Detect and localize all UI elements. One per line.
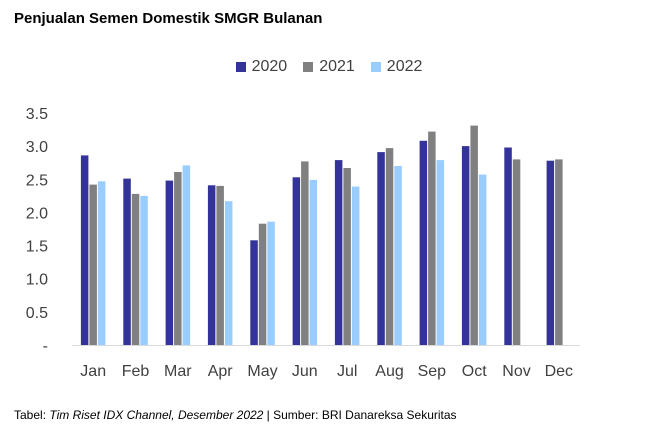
bar-2020-nov xyxy=(504,147,512,345)
bar-2021-sep xyxy=(428,131,436,345)
chart-title: Penjualan Semen Domestik SMGR Bulanan xyxy=(14,10,323,27)
bar-2021-may xyxy=(258,223,267,345)
x-tick-label-oct: Oct xyxy=(462,363,487,380)
bar-2020-apr xyxy=(207,185,216,345)
footer-prefix: Tabel: xyxy=(14,408,50,422)
y-tick-label: 2.5 xyxy=(26,172,48,189)
y-tick-label: 3.5 xyxy=(26,106,48,123)
x-tick-label-may: May xyxy=(247,363,277,380)
bar-2022-feb xyxy=(140,195,148,345)
x-tick-label-mar: Mar xyxy=(164,363,192,380)
y-tick-label: 1.0 xyxy=(26,272,48,289)
bar-2020-aug xyxy=(377,152,385,345)
x-tick-label-sep: Sep xyxy=(418,363,447,380)
x-tick-label-apr: Apr xyxy=(208,363,234,380)
x-tick-label-nov: Nov xyxy=(502,363,530,380)
bar-2021-jul xyxy=(343,168,351,345)
bar-2021-feb xyxy=(131,193,140,345)
bar-2022-jun xyxy=(309,179,318,345)
bar-2020-mar xyxy=(165,180,174,345)
x-tick-label-jun: Jun xyxy=(292,363,318,380)
legend-item-2021: 2021 xyxy=(303,58,355,76)
bar-2021-apr xyxy=(216,185,224,345)
y-tick-label: 1.5 xyxy=(26,239,48,256)
bar-2021-nov xyxy=(512,159,521,345)
legend-item-2020: 2020 xyxy=(235,58,288,76)
bar-chart: - 0.5 1.0 1.5 2.0 2.5 3.0 3.5 Jan Feb Mar Apr May Jun… xyxy=(26,106,580,380)
bar-2022-may xyxy=(267,221,275,345)
bar-2020-jan xyxy=(80,155,89,345)
bar-2020-oct xyxy=(461,146,470,345)
bar-2020-dec xyxy=(546,160,555,345)
x-tick-label-aug: Aug xyxy=(375,363,403,380)
legend-item-2022: 2022 xyxy=(370,58,423,76)
bar-2021-dec xyxy=(555,159,563,345)
bar-2020-sep xyxy=(419,140,428,345)
x-tick-label-jan: Jan xyxy=(80,363,106,380)
bar-2022-jan xyxy=(97,181,106,345)
legend-swatch-2020 xyxy=(235,62,246,72)
bar-2022-apr xyxy=(224,201,233,345)
legend: 2020 2021 2022 xyxy=(0,58,658,76)
footer-suffix: | Sumber: BRI Danareksa Sekuritas xyxy=(263,408,457,422)
bar-2022-jul xyxy=(351,186,360,345)
bar-2021-aug xyxy=(385,148,394,345)
bar-2020-may xyxy=(250,240,258,345)
y-tick-label: 2.0 xyxy=(26,205,48,222)
x-tick-label-dec: Dec xyxy=(545,363,573,380)
bar-2020-feb xyxy=(123,178,131,345)
chart-footer: Tabel: Tim Riset IDX Channel, Desember 2… xyxy=(14,408,457,422)
bar-2022-oct xyxy=(478,174,487,345)
bar-2021-jan xyxy=(89,184,97,345)
y-tick-label: 0.5 xyxy=(26,305,48,322)
bar-2022-sep xyxy=(436,160,445,345)
y-tick-label: 3.0 xyxy=(26,139,48,156)
bar-2021-oct xyxy=(470,125,478,345)
bar-2020-jul xyxy=(334,160,343,345)
footer-source-italic: Tim Riset IDX Channel, Desember 2022 xyxy=(49,408,264,422)
y-tick-label: - xyxy=(43,338,48,355)
legend-label-2021: 2021 xyxy=(319,58,355,75)
x-tick-label-jul: Jul xyxy=(337,363,357,380)
x-tick-label-feb: Feb xyxy=(122,363,150,380)
bar-2022-aug xyxy=(394,166,402,345)
legend-swatch-2022 xyxy=(370,62,381,72)
bar-2021-jun xyxy=(301,161,309,345)
bar-2022-mar xyxy=(182,165,191,345)
bar-2020-jun xyxy=(292,177,301,345)
legend-swatch-2021 xyxy=(303,62,314,72)
legend-label-2022: 2022 xyxy=(386,58,423,75)
legend-label-2020: 2020 xyxy=(251,58,288,75)
bar-2021-mar xyxy=(174,172,182,345)
